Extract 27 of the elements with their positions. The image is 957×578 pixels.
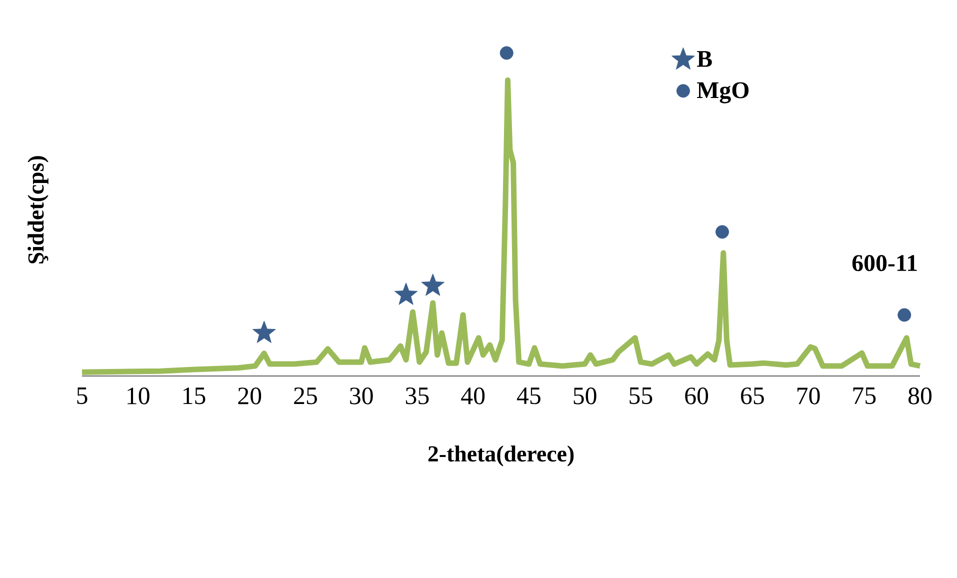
x-tick-label: 35 bbox=[406, 388, 429, 404]
x-tick-label: 10 bbox=[128, 388, 150, 404]
point bbox=[252, 320, 276, 343]
x-tick-label: 65 bbox=[741, 388, 764, 404]
x-tick-label: 5 bbox=[77, 388, 88, 404]
x-tick-label: 60 bbox=[685, 388, 708, 404]
x-tick-label: 15 bbox=[183, 388, 206, 404]
point bbox=[715, 225, 729, 239]
legend-label: MgO bbox=[697, 82, 749, 104]
x-tick-label: 40 bbox=[461, 388, 485, 404]
x-axis-title: 2-theta(derece) bbox=[428, 446, 574, 466]
x-tick-label: 80 bbox=[908, 388, 932, 404]
x-tick-label: 55 bbox=[630, 388, 652, 404]
x-tick-label: 30 bbox=[350, 388, 373, 404]
x-tick-label: 25 bbox=[294, 388, 317, 404]
x-tick-label: 50 bbox=[574, 388, 596, 404]
annotation: 600-11 bbox=[852, 255, 917, 272]
x-tick-label: 70 bbox=[797, 388, 820, 404]
legend-label: B bbox=[697, 51, 712, 67]
x-tick-label: 20 bbox=[238, 388, 262, 404]
x-tick-label: 45 bbox=[516, 388, 540, 404]
point bbox=[500, 46, 514, 60]
y-axis-title: Şiddet(cps) bbox=[28, 156, 48, 264]
x-tick-label: 75 bbox=[853, 388, 876, 404]
point bbox=[898, 308, 912, 322]
point bbox=[394, 282, 418, 305]
point bbox=[421, 274, 445, 296]
